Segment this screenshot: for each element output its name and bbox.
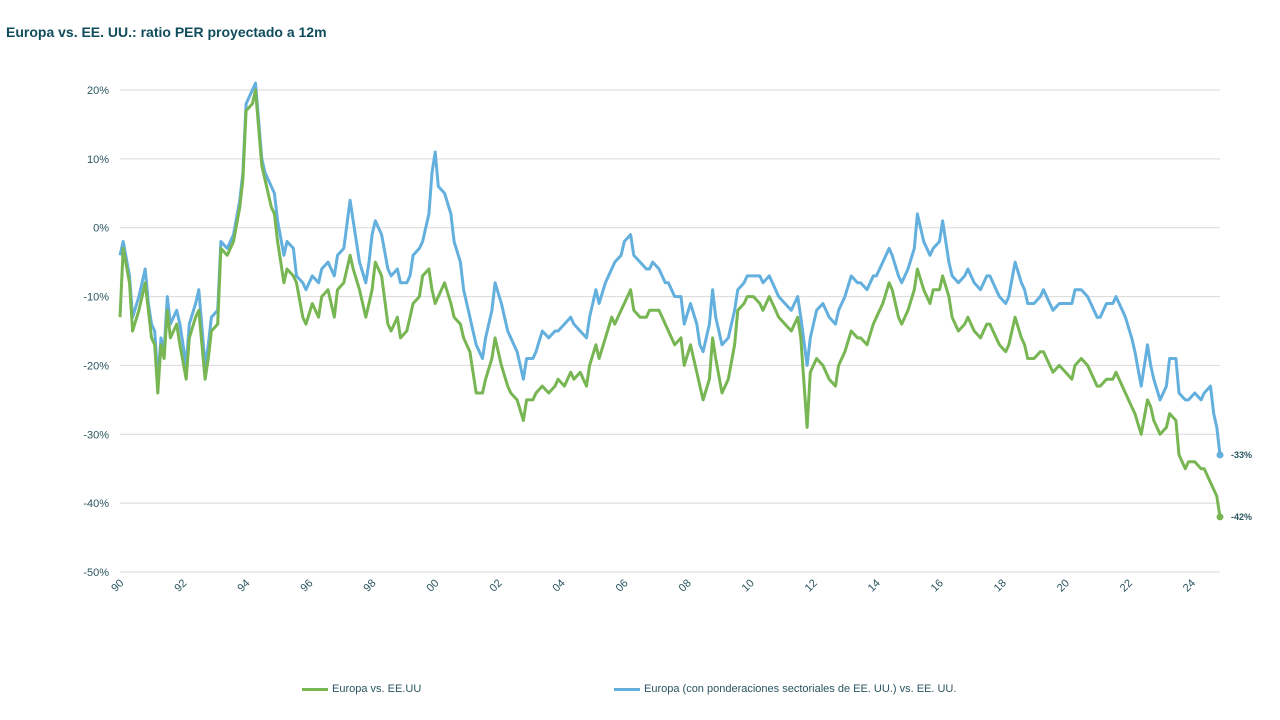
legend-swatch-blue: [614, 687, 640, 691]
x-tick-label: 24: [1181, 577, 1198, 594]
x-tick-label: 98: [361, 577, 378, 594]
y-tick-label: 20%: [87, 85, 109, 97]
series-lines: [118, 81, 1224, 521]
y-axis-ticks: 20% 10% 0% -10% -20% -30% -40% -50%: [83, 85, 109, 579]
x-tick-label: 12: [803, 577, 820, 594]
y-tick-label: 10%: [87, 154, 109, 166]
x-tick-label: 18: [992, 577, 1009, 594]
chart-title: Europa vs. EE. UU.: ratio PER proyectado…: [6, 24, 327, 40]
x-axis-ticks: 90 92 94 96 98 00 02 04 06 08 10 12 14 16 18 20 22 24: [109, 577, 1198, 594]
series-line-1: [118, 81, 1222, 456]
x-tick-label: 96: [298, 577, 315, 594]
gridlines: [120, 89, 1220, 573]
legend-item-europa[interactable]: Europa vs. EE.UU: [302, 683, 421, 695]
series-end-marker-1: [1216, 451, 1224, 459]
x-tick-label: 00: [424, 577, 441, 594]
x-tick-label: 92: [172, 577, 189, 594]
legend-item-europa-ponderada[interactable]: Europa (con ponderaciones sectoriales de…: [614, 683, 956, 695]
legend-swatch-green: [302, 687, 328, 691]
y-tick-label: -10%: [83, 292, 109, 304]
x-tick-label: 90: [109, 577, 126, 594]
legend-label: Europa vs. EE.UU: [332, 683, 422, 695]
x-tick-label: 10: [740, 577, 757, 594]
x-tick-label: 20: [1055, 577, 1072, 594]
series-end-marker-0: [1216, 513, 1224, 521]
x-tick-label: 22: [1118, 577, 1135, 594]
y-tick-label: -50%: [83, 567, 109, 579]
legend-label: Europa (con ponderaciones sectoriales de…: [644, 683, 957, 695]
x-tick-label: 02: [488, 577, 505, 594]
x-tick-label: 06: [614, 577, 631, 594]
end-labels: -33% -42%: [1231, 450, 1252, 522]
y-tick-label: -30%: [83, 429, 109, 441]
x-tick-label: 08: [677, 577, 694, 594]
y-tick-label: -20%: [83, 360, 109, 372]
x-tick-label: 16: [929, 577, 946, 594]
y-tick-label: -40%: [83, 498, 109, 510]
end-value-label-0: -42%: [1231, 512, 1252, 522]
series-line-0: [118, 88, 1222, 518]
x-tick-label: 04: [551, 577, 568, 594]
y-tick-label: 0%: [93, 223, 109, 235]
end-value-label-1: -33%: [1231, 450, 1252, 460]
x-tick-label: 14: [866, 577, 883, 594]
x-tick-label: 94: [235, 577, 252, 594]
